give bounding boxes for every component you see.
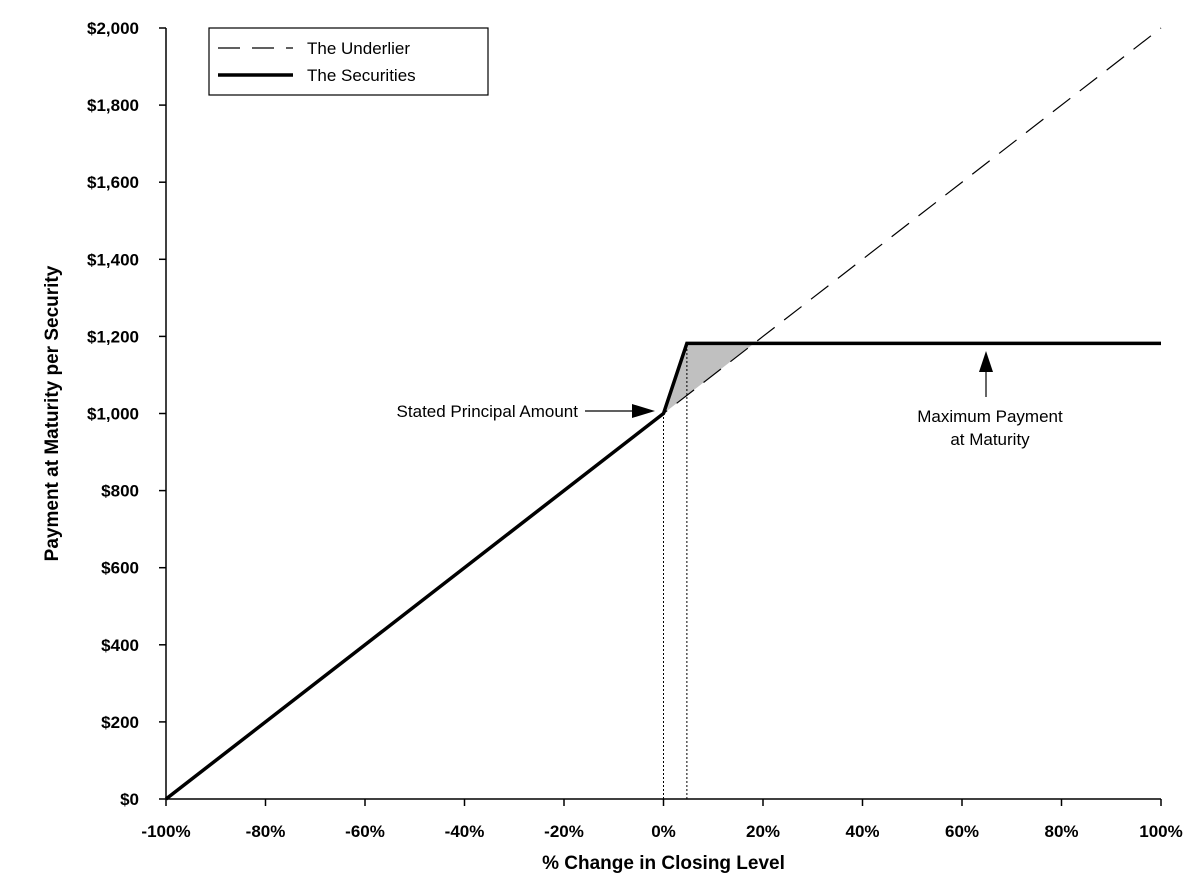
x-tick-label: 80% xyxy=(1044,822,1078,841)
x-tick-label: -20% xyxy=(544,822,584,841)
y-axis-title: Payment at Maturity per Security xyxy=(42,265,63,561)
legend-underlier-label: The Underlier xyxy=(307,39,410,58)
legend-securities-label: The Securities xyxy=(307,66,416,85)
x-tick-label: -80% xyxy=(246,822,286,841)
annotation-stated-principal: Stated Principal Amount xyxy=(397,402,655,421)
y-tick-label: $1,800 xyxy=(87,96,139,115)
annotation-max-payment: Maximum Payment at Maturity xyxy=(917,351,1063,449)
series-securities-line xyxy=(164,341,1161,801)
y-tick-label: $400 xyxy=(101,636,139,655)
x-tick-label: -40% xyxy=(445,822,485,841)
x-tick-label: 100% xyxy=(1139,822,1182,841)
annotation-max-payment-line1: Maximum Payment xyxy=(917,407,1063,426)
annotation-stated-principal-arrowhead xyxy=(632,404,655,418)
x-tick-label: 60% xyxy=(945,822,979,841)
x-tick-label: -100% xyxy=(141,822,190,841)
x-tick-label: 20% xyxy=(746,822,780,841)
y-tick-label: $1,600 xyxy=(87,173,139,192)
y-tick-label: $2,000 xyxy=(87,19,139,38)
y-tick-label: $1,000 xyxy=(87,405,139,424)
annotation-max-payment-line2: at Maturity xyxy=(950,430,1030,449)
y-tick-label: $0 xyxy=(120,790,139,809)
y-tick-label: $200 xyxy=(101,713,139,732)
y-tick-label: $600 xyxy=(101,559,139,578)
x-tick-label: -60% xyxy=(345,822,385,841)
y-tick-label: $1,400 xyxy=(87,250,139,269)
legend-box xyxy=(208,27,489,96)
annotation-max-payment-arrowhead xyxy=(979,351,993,372)
y-tick-label: $800 xyxy=(101,482,139,501)
legend: The Underlier The Securities xyxy=(208,27,489,96)
x-axis-title: % Change in Closing Level xyxy=(542,853,785,874)
y-tick-label: $1,200 xyxy=(87,327,139,346)
x-tick-label: 40% xyxy=(845,822,879,841)
annotation-stated-principal-text: Stated Principal Amount xyxy=(397,402,579,421)
x-tick-label: 0% xyxy=(651,822,676,841)
